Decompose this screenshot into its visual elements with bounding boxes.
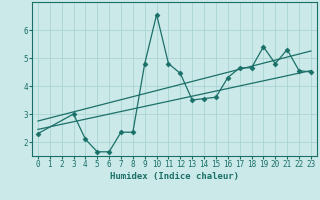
X-axis label: Humidex (Indice chaleur): Humidex (Indice chaleur) [110,172,239,181]
